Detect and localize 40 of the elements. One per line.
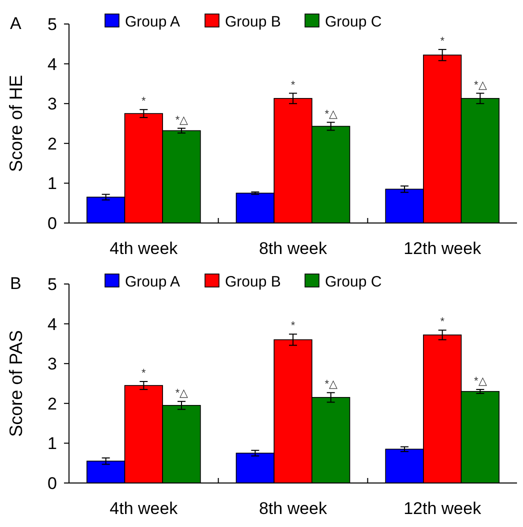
- data-label: *△: [324, 108, 338, 120]
- data-label: *△: [324, 378, 338, 391]
- x-tick-label: 8th week: [258, 499, 328, 518]
- y-tick-label: 5: [48, 14, 57, 34]
- x-tick-label: 4th week: [110, 499, 178, 518]
- y-tick-label: 1: [48, 174, 57, 194]
- y-tick-label: 2: [48, 394, 57, 414]
- x-tick-label: 8th week: [258, 239, 328, 258]
- chart-title: A: [10, 14, 22, 33]
- x-tick-label: 12th week: [404, 499, 482, 518]
- data-label: *: [290, 79, 296, 92]
- x-tick-label: 12th week: [404, 239, 482, 258]
- data-label: *: [142, 96, 147, 108]
- y-axis-title: Score of HE: [6, 74, 26, 172]
- legend-label: Group B: [225, 273, 281, 290]
- legend-label: Group B: [225, 13, 281, 30]
- data-label: *: [440, 35, 446, 48]
- chart-title: B: [10, 274, 22, 293]
- data-label: *: [440, 316, 446, 328]
- y-tick-label: 5: [48, 274, 57, 294]
- data-label: *: [290, 320, 296, 332]
- legend-label: Group A: [125, 13, 180, 30]
- y-tick-label: 4: [48, 314, 57, 334]
- data-label: *△: [175, 387, 189, 400]
- y-tick-label: 4: [48, 54, 57, 74]
- y-tick-label: 3: [48, 354, 57, 374]
- legend-label: Group C: [325, 13, 382, 30]
- y-tick-label: 0: [48, 474, 57, 493]
- y-tick-label: 3: [48, 94, 57, 114]
- data-label: *△: [474, 79, 488, 92]
- legend-label: Group C: [325, 273, 382, 290]
- data-label: *: [142, 368, 147, 380]
- data-label: *△: [474, 375, 488, 388]
- data-label: *△: [175, 114, 189, 126]
- y-tick-label: 2: [48, 134, 57, 154]
- x-tick-label: 4th week: [110, 239, 178, 258]
- y-tick-label: 0: [48, 214, 57, 233]
- y-tick-label: 1: [48, 434, 57, 454]
- y-axis-title: Score of PAS: [6, 330, 26, 437]
- legend-label: Group A: [125, 273, 180, 290]
